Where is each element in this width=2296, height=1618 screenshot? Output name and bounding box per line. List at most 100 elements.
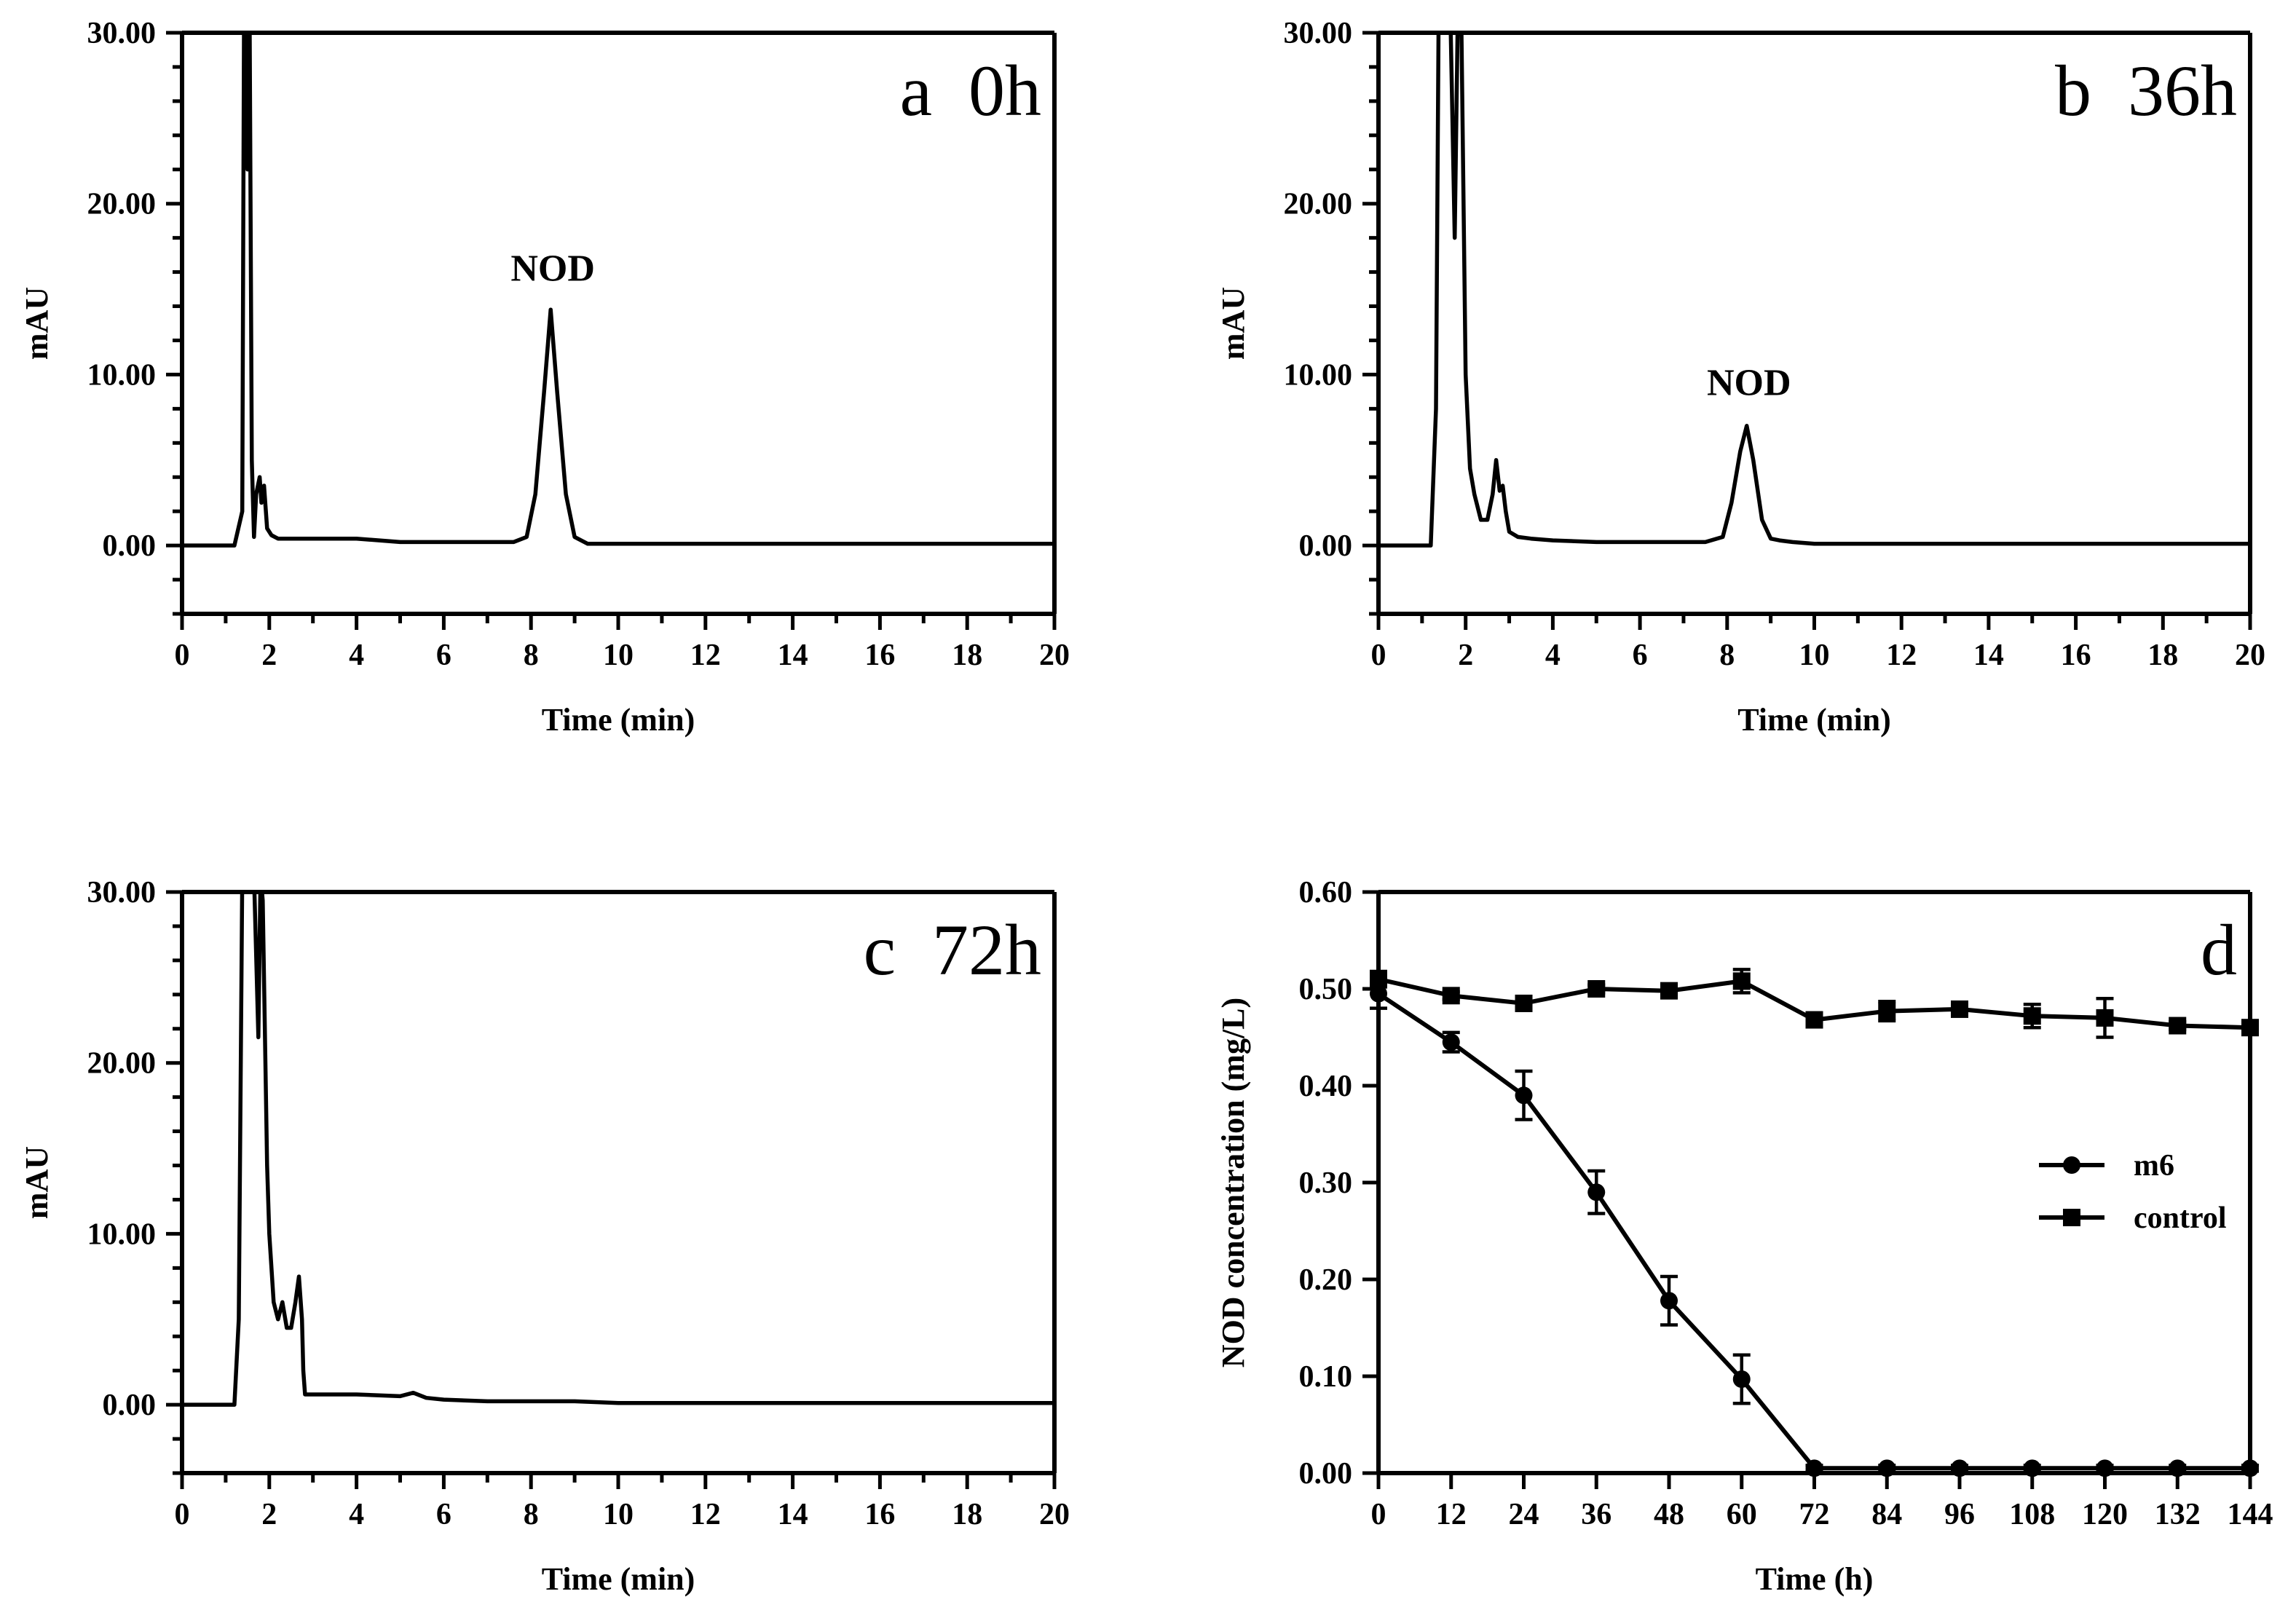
d-y-tick-label: 0.60: [1299, 876, 1353, 909]
b-x-tick-label: 12: [1886, 639, 1917, 672]
b-x-tick-label: 10: [1799, 639, 1830, 672]
d-y-tick-label: 0.10: [1299, 1360, 1353, 1394]
b-x-axis-label: Time (min): [1737, 702, 1891, 738]
c-x-tick-label: 2: [261, 1498, 277, 1531]
d-x-tick-label: 108: [2009, 1498, 2055, 1531]
d-x-tick-label: 72: [1799, 1498, 1830, 1531]
c-x-tick-label: 20: [1039, 1498, 1070, 1531]
panel-b-chromatogram-36h: 0 2 4 6 8 10 12 14 16 18 20 0.00 10.00 20.00 30.00 Time…: [1215, 17, 2265, 738]
b-x-tick-label: 4: [1545, 639, 1561, 672]
b-x-tick-label: 2: [1458, 639, 1473, 672]
b-panel-label: b 36h: [2055, 50, 2237, 131]
d-x-axis-label: Time (h): [1756, 1561, 1874, 1597]
d-y-tick-label: 0.40: [1299, 1070, 1353, 1103]
b-y-tick-label: 20.00: [1284, 188, 1353, 221]
c-x-tick-label: 10: [603, 1498, 634, 1531]
a-x-tick-label: 10: [603, 639, 634, 672]
b-x-tick-label: 8: [1719, 639, 1735, 672]
marker-control: [2241, 1019, 2259, 1037]
a-y-tick-label: 10.00: [87, 358, 157, 392]
a-x-tick-label: 0: [175, 639, 190, 672]
a-y-tick-label: 0.00: [103, 529, 157, 563]
marker-control: [2023, 1007, 2041, 1025]
d-x-tick-label: 36: [1581, 1498, 1611, 1531]
a-x-tick-label: 4: [349, 639, 364, 672]
a-y-tick-label: 20.00: [87, 188, 157, 221]
c-x-tick-label: 12: [690, 1498, 721, 1531]
d-x-tick-label: 24: [1509, 1498, 1539, 1531]
c-y-tick-label: 0.00: [103, 1389, 157, 1422]
marker-m6: [1370, 984, 1387, 1003]
b-x-tick-label: 20: [2235, 639, 2265, 672]
panel-d-concentration-time-course: 0 12 24 36 48 60 72 84 96 108 120 132 144 0.00 0.10 0.2…: [1215, 876, 2273, 1597]
a-x-tick-label: 18: [952, 639, 982, 672]
c-panel-label: c 72h: [864, 909, 1041, 990]
b-x-tick-label: 6: [1633, 639, 1648, 672]
a-y-tick-label: 30.00: [87, 17, 157, 50]
marker-control: [1442, 987, 1460, 1005]
marker-m6: [1587, 1183, 1606, 1201]
marker-control: [1587, 980, 1606, 998]
c-x-tick-label: 4: [349, 1498, 364, 1531]
a-x-tick-label: 8: [524, 639, 539, 672]
d-x-tick-label: 120: [2082, 1498, 2128, 1531]
marker-m6: [2023, 1459, 2041, 1477]
c-x-tick-label: 16: [864, 1498, 895, 1531]
c-y-tick-label: 30.00: [87, 876, 157, 909]
marker-m6: [1878, 1459, 1896, 1477]
d-x-tick-label: 48: [1654, 1498, 1684, 1531]
a-chromatogram-trace: [182, 33, 1054, 548]
marker-control: [1951, 1000, 1968, 1018]
a-x-tick-label: 12: [690, 639, 721, 672]
marker-control: [1370, 970, 1387, 988]
d-y-tick-label: 0.20: [1299, 1263, 1353, 1297]
legend-label-m6: m6: [2134, 1149, 2174, 1183]
legend-marker-m6: [2063, 1156, 2080, 1174]
legend-entry-control: control: [2039, 1201, 2227, 1235]
marker-m6: [2096, 1459, 2114, 1477]
c-y-axis-label: mAU: [19, 1146, 55, 1219]
marker-control: [1732, 972, 1751, 990]
marker-m6: [1442, 1033, 1460, 1051]
a-x-tick-label: 14: [778, 639, 808, 672]
marker-control: [1805, 1011, 1823, 1029]
b-peak-label-nod: NOD: [1707, 363, 1791, 404]
c-x-tick-label: 18: [952, 1498, 982, 1531]
d-y-axis-label: NOD concentration (mg/L): [1215, 998, 1251, 1368]
d-x-tick-label: 132: [2155, 1498, 2201, 1531]
c-x-tick-label: 14: [778, 1498, 808, 1531]
legend-entry-m6: m6: [2039, 1149, 2174, 1183]
b-x-tick-label: 18: [2147, 639, 2178, 672]
series-line-m6: [1377, 992, 2250, 1471]
d-y-tick-label: 0.00: [1299, 1457, 1353, 1491]
b-y-tick-label: 0.00: [1299, 529, 1353, 563]
b-x-tick-label: 14: [1973, 639, 2004, 672]
a-y-axis-label: mAU: [19, 287, 55, 360]
d-panel-label: d: [2201, 909, 2237, 990]
d-y-tick-label: 0.30: [1299, 1167, 1353, 1200]
c-x-tick-label: 8: [524, 1498, 539, 1531]
legend-label-control: control: [2134, 1201, 2227, 1235]
b-y-tick-label: 10.00: [1284, 358, 1353, 392]
a-x-tick-label: 16: [864, 639, 895, 672]
marker-m6: [1951, 1459, 1968, 1477]
a-x-axis-label: Time (min): [542, 702, 695, 738]
d-x-tick-label: 144: [2228, 1498, 2273, 1531]
b-y-tick-label: 30.00: [1284, 17, 1353, 50]
panel-a-chromatogram-0h: 0 2 4 6 8 10 12 14 16 18 20 0.00 10.00 20.00 30.00 Time…: [19, 17, 1070, 738]
marker-m6: [2241, 1459, 2259, 1477]
c-chromatogram-trace: [182, 892, 1054, 1407]
c-y-tick-label: 20.00: [87, 1047, 157, 1081]
a-x-tick-label: 20: [1039, 639, 1070, 672]
b-x-tick-label: 0: [1371, 639, 1386, 672]
legend-marker-control: [2063, 1209, 2080, 1226]
marker-m6: [1515, 1086, 1533, 1105]
marker-control: [2169, 1017, 2187, 1035]
c-x-axis-label: Time (min): [542, 1561, 695, 1597]
marker-control: [2096, 1009, 2114, 1027]
marker-control: [1660, 982, 1678, 1000]
marker-m6: [2169, 1459, 2187, 1477]
d-x-tick-label: 60: [1727, 1498, 1757, 1531]
d-x-tick-label: 12: [1436, 1498, 1467, 1531]
